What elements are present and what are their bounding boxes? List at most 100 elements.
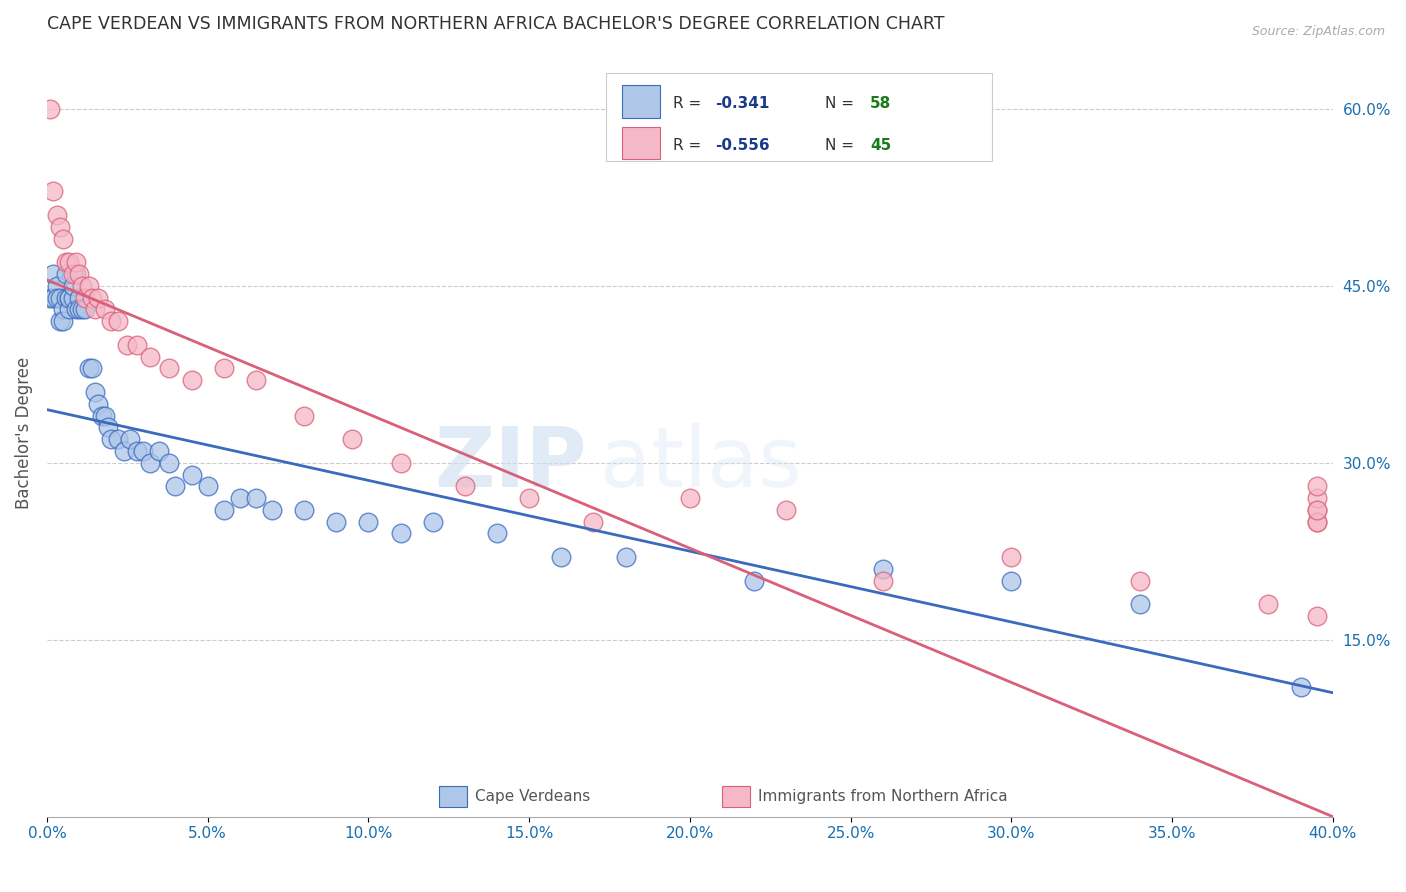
Point	[292, 409, 315, 423]
Point	[84, 384, 107, 399]
Point	[157, 456, 180, 470]
Point	[58, 255, 80, 269]
Point	[45, 278, 67, 293]
Point	[1000, 550, 1022, 565]
Text: R =: R =	[673, 96, 702, 112]
FancyBboxPatch shape	[439, 786, 467, 807]
Point	[75, 302, 97, 317]
Point	[80, 291, 103, 305]
Point	[180, 373, 202, 387]
Point	[342, 432, 364, 446]
Point	[260, 503, 283, 517]
Point	[42, 291, 65, 305]
Point	[67, 291, 90, 305]
Text: 45: 45	[870, 137, 891, 153]
Point	[679, 491, 702, 505]
FancyBboxPatch shape	[606, 73, 993, 161]
Point	[52, 314, 75, 328]
Point	[550, 550, 572, 565]
FancyBboxPatch shape	[621, 86, 661, 118]
Point	[139, 350, 162, 364]
Point	[1257, 597, 1279, 611]
Point	[1289, 680, 1312, 694]
Point	[65, 267, 87, 281]
Text: Immigrants from Northern Africa: Immigrants from Northern Africa	[758, 789, 1008, 805]
Point	[100, 314, 122, 328]
Point	[1129, 597, 1152, 611]
Point	[75, 291, 97, 305]
Point	[157, 361, 180, 376]
Text: CAPE VERDEAN VS IMMIGRANTS FROM NORTHERN AFRICA BACHELOR'S DEGREE CORRELATION CH: CAPE VERDEAN VS IMMIGRANTS FROM NORTHERN…	[46, 15, 945, 33]
Point	[1305, 515, 1327, 529]
Point	[84, 302, 107, 317]
Point	[117, 337, 139, 351]
FancyBboxPatch shape	[721, 786, 751, 807]
Text: R =: R =	[673, 137, 702, 153]
Text: Cape Verdeans: Cape Verdeans	[475, 789, 591, 805]
Point	[139, 456, 162, 470]
Point	[1305, 503, 1327, 517]
Point	[872, 574, 894, 588]
Point	[1305, 609, 1327, 624]
Point	[62, 278, 84, 293]
Point	[197, 479, 219, 493]
Point	[454, 479, 477, 493]
Point	[77, 361, 100, 376]
Text: atlas: atlas	[600, 424, 801, 504]
Text: N =: N =	[825, 96, 853, 112]
Point	[58, 291, 80, 305]
Point	[77, 278, 100, 293]
Point	[1000, 574, 1022, 588]
Point	[120, 432, 142, 446]
Point	[107, 432, 129, 446]
Point	[325, 515, 347, 529]
Point	[55, 255, 77, 269]
Point	[1305, 479, 1327, 493]
Point	[180, 467, 202, 482]
Point	[87, 291, 110, 305]
Point	[94, 302, 117, 317]
Point	[42, 185, 65, 199]
Point	[292, 503, 315, 517]
Text: Source: ZipAtlas.com: Source: ZipAtlas.com	[1251, 25, 1385, 38]
Point	[872, 562, 894, 576]
Point	[1129, 574, 1152, 588]
Point	[58, 302, 80, 317]
Point	[65, 302, 87, 317]
Point	[48, 219, 70, 234]
Point	[62, 291, 84, 305]
Point	[52, 302, 75, 317]
Point	[62, 267, 84, 281]
Y-axis label: Bachelor's Degree: Bachelor's Degree	[15, 357, 32, 509]
Point	[245, 491, 267, 505]
Text: 58: 58	[870, 96, 891, 112]
Point	[107, 314, 129, 328]
Point	[52, 231, 75, 245]
Text: -0.556: -0.556	[716, 137, 770, 153]
Point	[125, 337, 148, 351]
Point	[39, 291, 62, 305]
Point	[48, 291, 70, 305]
FancyBboxPatch shape	[621, 127, 661, 159]
Point	[67, 267, 90, 281]
Point	[212, 361, 235, 376]
Point	[58, 291, 80, 305]
Point	[582, 515, 605, 529]
Point	[90, 409, 112, 423]
Point	[112, 444, 135, 458]
Point	[100, 432, 122, 446]
Point	[94, 409, 117, 423]
Point	[132, 444, 155, 458]
Point	[229, 491, 252, 505]
Point	[42, 267, 65, 281]
Point	[148, 444, 170, 458]
Point	[70, 278, 93, 293]
Point	[389, 526, 412, 541]
Point	[742, 574, 765, 588]
Point	[45, 291, 67, 305]
Point	[245, 373, 267, 387]
Point	[389, 456, 412, 470]
Point	[55, 267, 77, 281]
Point	[212, 503, 235, 517]
Point	[70, 302, 93, 317]
